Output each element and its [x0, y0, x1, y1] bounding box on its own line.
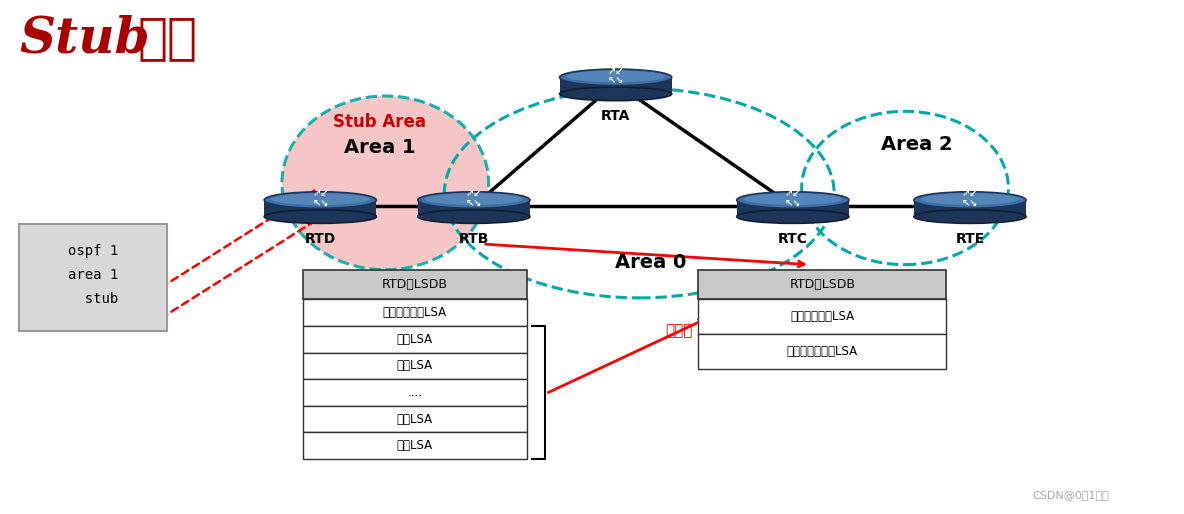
Text: RTD的LSDB: RTD的LSDB	[381, 278, 448, 291]
Text: 仅存在: 仅存在	[665, 323, 693, 338]
Text: RTA: RTA	[601, 109, 630, 123]
Text: Stub: Stub	[19, 14, 149, 63]
Text: Area 2: Area 2	[881, 135, 953, 154]
Ellipse shape	[914, 192, 1027, 208]
Text: RTE: RTE	[955, 232, 985, 246]
Text: 区域: 区域	[137, 14, 198, 62]
Ellipse shape	[566, 70, 665, 82]
Ellipse shape	[418, 210, 530, 224]
Text: 一、二、三类LSA: 一、二、三类LSA	[790, 310, 855, 323]
FancyBboxPatch shape	[19, 224, 167, 331]
Text: 四类LSA: 四类LSA	[397, 439, 433, 452]
FancyBboxPatch shape	[303, 432, 527, 459]
Text: 一条缺省的三类LSA: 一条缺省的三类LSA	[787, 345, 858, 358]
Text: RTD: RTD	[304, 232, 336, 246]
FancyBboxPatch shape	[699, 270, 946, 300]
FancyBboxPatch shape	[264, 199, 377, 216]
FancyBboxPatch shape	[303, 270, 527, 300]
FancyBboxPatch shape	[699, 334, 946, 369]
FancyBboxPatch shape	[303, 326, 527, 353]
Ellipse shape	[736, 192, 849, 208]
Text: 四类LSA: 四类LSA	[397, 359, 433, 372]
Ellipse shape	[560, 87, 671, 101]
Ellipse shape	[425, 193, 523, 205]
Ellipse shape	[264, 192, 377, 208]
Text: 一、二、三类LSA: 一、二、三类LSA	[382, 306, 446, 319]
Text: RTD的LSDB: RTD的LSDB	[790, 278, 855, 291]
Ellipse shape	[914, 210, 1027, 224]
Text: Stub Area: Stub Area	[333, 113, 426, 131]
Text: ↗↙
↖↘: ↗↙ ↖↘	[313, 190, 328, 209]
FancyBboxPatch shape	[699, 300, 946, 334]
Ellipse shape	[744, 193, 842, 205]
Text: Area 1: Area 1	[343, 138, 416, 157]
FancyBboxPatch shape	[303, 406, 527, 432]
Text: RTC: RTC	[778, 232, 807, 246]
Ellipse shape	[560, 69, 671, 86]
Text: CSDN@0匇1之旅: CSDN@0匇1之旅	[1032, 490, 1108, 500]
Ellipse shape	[418, 192, 530, 208]
FancyBboxPatch shape	[914, 199, 1027, 216]
Text: 五类LSA: 五类LSA	[397, 413, 433, 426]
FancyBboxPatch shape	[418, 199, 530, 216]
Ellipse shape	[264, 210, 377, 224]
Text: Area 0: Area 0	[616, 252, 687, 271]
Text: RTB: RTB	[458, 232, 489, 246]
FancyBboxPatch shape	[303, 379, 527, 406]
Text: ↗↙
↖↘: ↗↙ ↖↘	[465, 190, 482, 209]
FancyBboxPatch shape	[736, 199, 849, 216]
Ellipse shape	[282, 96, 489, 270]
Text: 五类LSA: 五类LSA	[397, 333, 433, 346]
Ellipse shape	[736, 210, 849, 224]
Text: ....: ....	[407, 386, 423, 399]
Ellipse shape	[271, 193, 369, 205]
Text: ↗↙
↖↘: ↗↙ ↖↘	[961, 190, 978, 209]
Text: ospf 1
area 1
  stub: ospf 1 area 1 stub	[67, 244, 118, 306]
Text: ↗↙
↖↘: ↗↙ ↖↘	[607, 67, 624, 86]
Ellipse shape	[921, 193, 1019, 205]
FancyBboxPatch shape	[303, 353, 527, 379]
FancyBboxPatch shape	[560, 77, 671, 94]
FancyBboxPatch shape	[303, 300, 527, 326]
Text: ↗↙
↖↘: ↗↙ ↖↘	[785, 190, 800, 209]
